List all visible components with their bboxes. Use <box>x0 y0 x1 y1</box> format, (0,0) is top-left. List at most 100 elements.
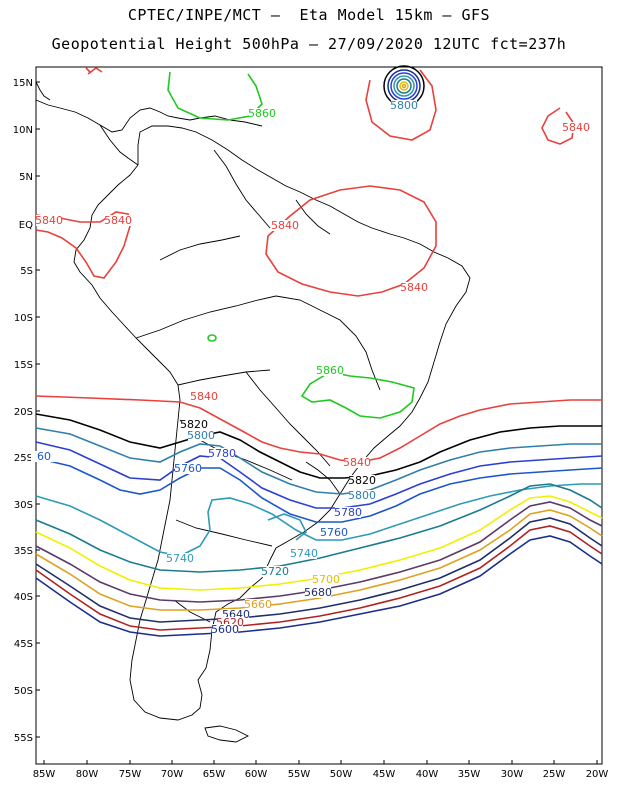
contour-label-bg <box>181 419 207 430</box>
contour-label-bg <box>217 617 243 628</box>
contour-label: 5760 <box>320 526 348 539</box>
lon-label: 25W <box>543 769 566 780</box>
contour-label: 5860 <box>248 107 276 120</box>
contour-5840-nhigh <box>365 69 437 141</box>
contour-5800 <box>35 427 602 495</box>
contour-5860-north <box>167 71 263 121</box>
lat-label: 5N <box>19 172 33 183</box>
contours <box>35 67 603 637</box>
contour-label-bg <box>401 282 427 293</box>
lat-label: EQ <box>19 220 33 231</box>
lon-label: 50W <box>330 769 353 780</box>
contour-label-bg <box>191 391 217 402</box>
lon-label: 40W <box>416 769 439 780</box>
contour-label-bg <box>245 599 271 610</box>
lon-label: 35W <box>458 769 481 780</box>
longitude-labels: 85W 80W 75W 70W 65W 60W 55W 50W 45W 40W 35W 30W 25W 2… <box>33 760 609 780</box>
contour-label-bg <box>31 451 57 462</box>
contour-label: 5780 <box>334 506 362 519</box>
contour-label-bg <box>321 527 347 538</box>
contour-5740 <box>35 483 602 557</box>
contour-label: 5840 <box>190 390 218 403</box>
contour-5640 <box>35 517 603 623</box>
lat-label: 30S <box>14 500 33 511</box>
contour-5720 <box>35 483 603 573</box>
map-subtitle: Geopotential Height 500hPa – 27/09/2020 … <box>51 35 567 53</box>
lat-label: 35S <box>14 546 33 557</box>
contour-label-bg <box>391 100 417 111</box>
contour-5820 <box>35 413 602 479</box>
contour-label-bg <box>305 587 331 598</box>
contour-label-bg <box>209 448 235 459</box>
contour-label-bg <box>167 553 193 564</box>
contour-label-bg <box>563 122 589 133</box>
contour-5660 <box>35 509 603 611</box>
contour-5620 <box>35 525 603 631</box>
lon-label: 55W <box>288 769 311 780</box>
lat-label: 50S <box>14 686 33 697</box>
contour-5760 <box>35 457 603 523</box>
contour-label: 5700 <box>312 573 340 586</box>
contour-label: 5780 <box>208 447 236 460</box>
contour-label-bg <box>36 215 62 226</box>
map-frame <box>35 66 603 765</box>
map-title: CPTEC/INPE/MCT – Eta Model 15km – GFS <box>127 6 491 24</box>
contour-label-bg <box>249 108 275 119</box>
lon-label: 80W <box>76 769 99 780</box>
contour-label: 5600 <box>211 623 239 636</box>
contour-label-bg <box>262 566 288 577</box>
contour-label-bg <box>349 490 375 501</box>
contour-label: 5820 <box>180 418 208 431</box>
contour-label: 5800 <box>390 99 418 112</box>
contour-label: 5800 <box>187 429 215 442</box>
contour-label: 5740 <box>290 547 318 560</box>
lat-label: 15N <box>13 78 33 89</box>
contour-label-bg <box>188 430 214 441</box>
contour-label: 5840 <box>35 214 63 227</box>
latitude-labels: 15N 10N 5N EQ 5S 10S 15S 20S 25S 30S 35S 40S 45S 50S 5… <box>13 78 40 744</box>
contour-label: 5840 <box>562 121 590 134</box>
lon-label: 75W <box>119 769 142 780</box>
contour-label-bg <box>175 463 201 474</box>
contour-label: 5860 <box>316 364 344 377</box>
contour-label: 5840 <box>400 281 428 294</box>
contour-label: 5660 <box>244 598 272 611</box>
contour-5840-south <box>35 395 602 463</box>
contour-label: 5740 <box>166 552 194 565</box>
contour-label-bg <box>212 624 238 635</box>
contour-label-bg <box>272 220 298 231</box>
lon-label: 45W <box>373 769 396 780</box>
contour-5860-se <box>300 371 415 419</box>
lon-label: 30W <box>501 769 524 780</box>
contour-label-bg <box>223 609 249 620</box>
contour-5600 <box>35 535 603 637</box>
contour-label: 5800 <box>348 489 376 502</box>
lat-label: 10N <box>13 125 33 136</box>
contour-labels: 5860 5800 5840 5840 5840 5840 5840 5860 5840 5820… <box>31 99 590 636</box>
contour-label: 60 <box>37 450 51 463</box>
lat-label: 15S <box>14 360 33 371</box>
contour-5840-topleft <box>85 67 91 73</box>
lat-label: 45S <box>14 639 33 650</box>
contour-label: 5840 <box>104 214 132 227</box>
lat-label: 5S <box>20 266 33 277</box>
contour-5840-brazil <box>265 185 437 297</box>
lat-label: 10S <box>14 313 33 324</box>
contour-label-bg <box>105 215 131 226</box>
lon-label: 20W <box>586 769 609 780</box>
contour-label: 5720 <box>261 565 289 578</box>
lon-label: 60W <box>245 769 268 780</box>
contour-label: 5820 <box>348 474 376 487</box>
contour-label-bg <box>313 574 339 585</box>
contour-5860-blob <box>207 334 217 342</box>
contour-label: 5680 <box>304 586 332 599</box>
lat-label: 25S <box>14 453 33 464</box>
contour-label: 5840 <box>343 456 371 469</box>
contour-5680 <box>35 501 603 603</box>
lon-label: 65W <box>203 769 226 780</box>
contour-5840-west <box>35 211 131 279</box>
lat-label: 55S <box>14 733 33 744</box>
lat-label: 40S <box>14 592 33 603</box>
coastline <box>35 81 471 743</box>
